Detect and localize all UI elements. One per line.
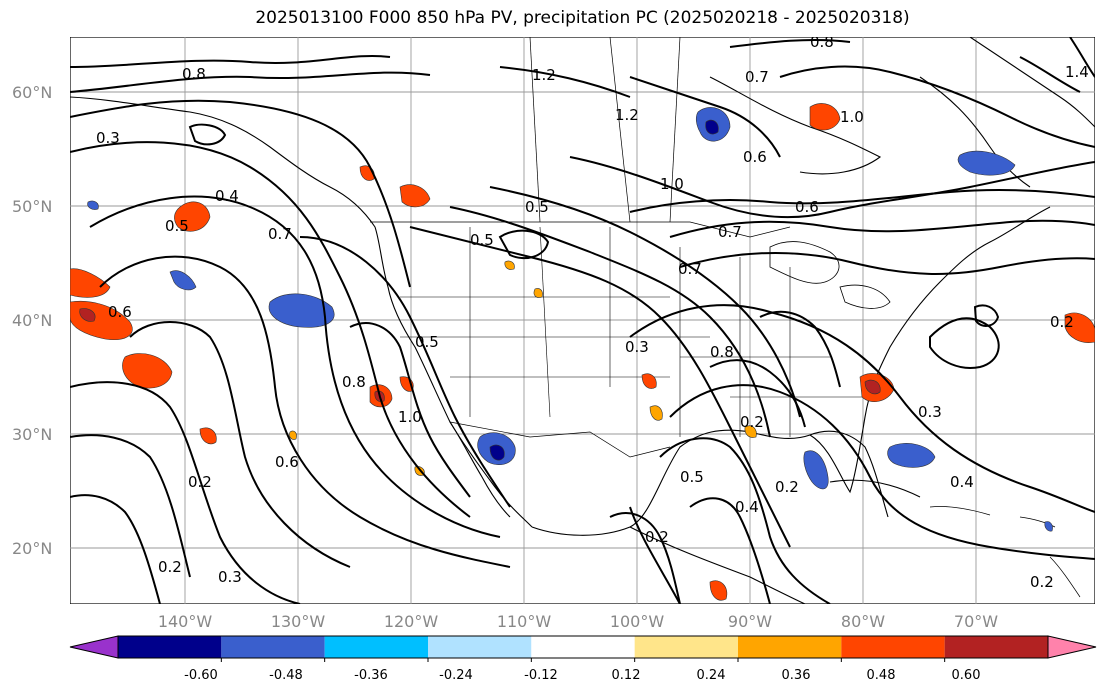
colorbar-tick-label: 0.36	[781, 668, 811, 683]
contour-label: 0.8	[710, 343, 734, 361]
pv-contours	[70, 37, 1095, 604]
colorbar-tick-label: -0.60	[184, 668, 218, 683]
contour-label: 0.6	[108, 303, 132, 321]
pv-precip-map: 0.8 1.2 0.3 0.4 0.5 0.7 0.6 1.0 0.2 0.8 …	[70, 37, 1095, 604]
colorbar-segment	[324, 636, 428, 658]
lon-label-100w: 100°W	[609, 612, 665, 631]
colorbar-tick-label: 0.12	[611, 668, 641, 683]
contour-label: 0.7	[678, 260, 702, 278]
lat-label-60n: 60°N	[12, 83, 53, 102]
lon-label-80w: 80°W	[840, 612, 886, 631]
contour-label: 1.0	[660, 175, 684, 193]
contour-label: 1.4	[1065, 63, 1089, 81]
contour-label: 0.2	[1030, 573, 1054, 591]
contour-label: 0.3	[96, 129, 120, 147]
lat-label-20n: 20°N	[12, 539, 53, 558]
contour-label: 0.4	[215, 187, 239, 205]
colorbar-segment	[531, 636, 635, 658]
contour-label: 0.6	[795, 198, 819, 216]
map-title: 2025013100 F000 850 hPa PV, precipitatio…	[255, 8, 910, 28]
colorbar-segment	[428, 636, 532, 658]
contour-label: 0.2	[188, 473, 212, 491]
lon-label-90w: 90°W	[727, 612, 773, 631]
lon-label-110w: 110°W	[496, 612, 552, 631]
lat-label-30n: 30°N	[12, 425, 53, 444]
colorbar-segment	[221, 636, 325, 658]
colorbar-segment	[634, 636, 738, 658]
contour-label: 0.3	[218, 568, 242, 586]
colorbar-tick-label: -0.48	[269, 668, 303, 683]
colorbar-tick-label: -0.24	[439, 668, 473, 683]
contour-labels: 0.8 1.2 0.3 0.4 0.5 0.7 0.6 1.0 0.2 0.8 …	[96, 37, 1089, 591]
colorbar	[69, 635, 1097, 662]
colorbar-tick-label: -0.36	[354, 668, 388, 683]
contour-label: 0.8	[342, 373, 366, 391]
contour-label: 1.0	[398, 408, 422, 426]
lon-label-120w: 120°W	[383, 612, 439, 631]
colorbar-arrow-low	[69, 635, 119, 659]
contour-label: 0.5	[415, 333, 439, 351]
lon-label-140w: 140°W	[157, 612, 213, 631]
colorbar-tick-label: 0.48	[866, 668, 896, 683]
lat-label-40n: 40°N	[12, 311, 53, 330]
contour-label: 0.7	[745, 68, 769, 86]
contour-label: 1.2	[615, 106, 639, 124]
lat-label-50n: 50°N	[12, 197, 53, 216]
contour-label: 0.7	[268, 225, 292, 243]
contour-label: 0.3	[918, 403, 942, 421]
precip-shading	[70, 103, 1095, 601]
contour-label: 0.2	[645, 528, 669, 546]
contour-label: 0.3	[625, 338, 649, 356]
contour-label: 0.4	[950, 473, 974, 491]
contour-label: 0.5	[525, 198, 549, 216]
contour-label: 0.5	[470, 231, 494, 249]
colorbar-segment	[841, 636, 945, 658]
lon-label-130w: 130°W	[270, 612, 326, 631]
contour-label: 1.0	[840, 108, 864, 126]
lon-label-70w: 70°W	[953, 612, 999, 631]
colorbar-segment	[944, 636, 1048, 658]
contour-label: 0.2	[775, 478, 799, 496]
contour-label: 0.5	[165, 217, 189, 235]
colorbar-segment	[738, 636, 842, 658]
contour-label: 0.8	[810, 37, 834, 51]
colorbar-tick-label: 0.24	[696, 668, 726, 683]
contour-label: 0.6	[275, 453, 299, 471]
contour-label: 0.4	[735, 498, 759, 516]
colorbar-tick-label: -0.12	[524, 668, 558, 683]
contour-label: 0.5	[680, 468, 704, 486]
colorbar-frame	[117, 635, 1049, 659]
colorbar-tick-label: 0.60	[951, 668, 981, 683]
contour-label: 0.8	[182, 65, 206, 83]
contour-label: 0.7	[718, 223, 742, 241]
contour-label: 1.2	[532, 66, 556, 84]
colorbar-segment	[118, 636, 222, 658]
contour-label: 0.2	[1050, 313, 1074, 331]
colorbar-arrow-high	[1047, 635, 1097, 659]
contour-label: 0.2	[158, 558, 182, 576]
coastlines	[70, 37, 1095, 604]
contour-label: 0.6	[743, 148, 767, 166]
contour-label: 0.2	[740, 413, 764, 431]
